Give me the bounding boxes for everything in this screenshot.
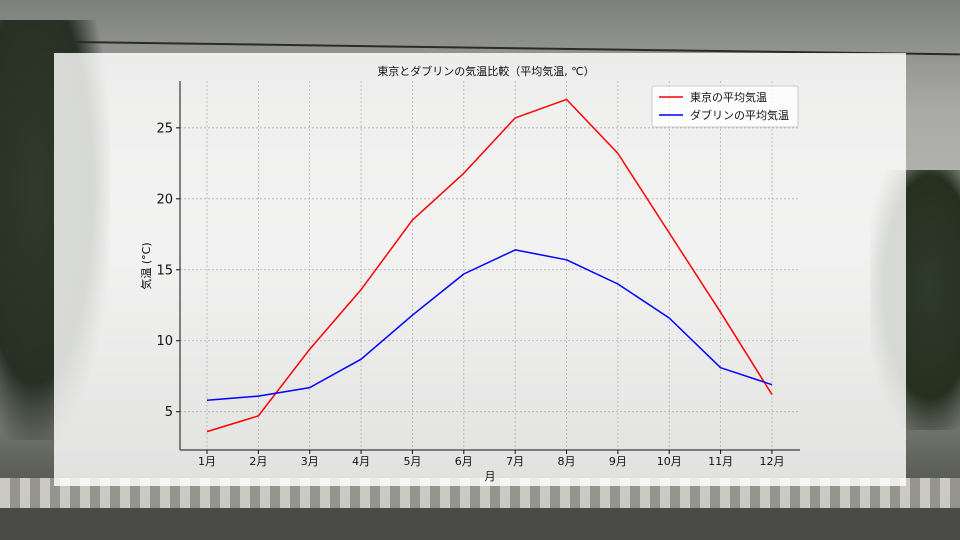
x-tick-label: 2月: [249, 455, 267, 468]
x-tick-label: 12月: [759, 455, 784, 468]
y-ticks: 5 10 15 20 25: [156, 121, 180, 420]
x-tick-label: 1月: [198, 455, 216, 468]
x-tick-label: 8月: [558, 455, 576, 468]
bridge-walkway: [0, 508, 960, 540]
series-lines: [206, 98, 773, 433]
series-line-dublin: [206, 249, 773, 402]
x-tick-label: 7月: [506, 455, 524, 468]
y-tick-label: 20: [156, 192, 173, 207]
y-axis-label: 気温 (°C): [139, 242, 153, 289]
y-tick-label: 10: [156, 334, 173, 349]
y-tick-label: 15: [156, 263, 173, 278]
x-ticks: 1月 2月 3月 4月 5月 6月 7月 8月 9月 10月 11月 12月: [198, 450, 784, 468]
legend-label-dublin: ダブリンの平均気温: [690, 108, 789, 122]
grid: [180, 81, 800, 450]
axes: [179, 81, 800, 451]
x-tick-label: 3月: [301, 455, 319, 468]
x-tick-label: 9月: [609, 455, 627, 468]
chart-title: 東京とダブリンの気温比較（平均気温, ℃）: [377, 64, 594, 78]
series-line-tokyo: [206, 98, 773, 433]
y-tick-label: 25: [156, 121, 173, 136]
x-tick-label: 5月: [403, 455, 421, 468]
legend-box: [651, 85, 799, 128]
x-tick-label: 11月: [708, 455, 733, 468]
x-tick-label: 6月: [455, 455, 473, 468]
legend: 東京の平均気温 ダブリンの平均気温: [651, 85, 799, 128]
x-tick-label: 10月: [657, 455, 682, 468]
line-chart: 東京とダブリンの気温比較（平均気温, ℃） 5 10 15 20 25 1月 2月 3月 4月…: [139, 64, 800, 483]
legend-label-tokyo: 東京の平均気温: [690, 90, 767, 104]
x-axis-label: 月: [485, 470, 496, 483]
x-tick-label: 4月: [352, 455, 370, 468]
y-tick-label: 5: [165, 405, 173, 420]
